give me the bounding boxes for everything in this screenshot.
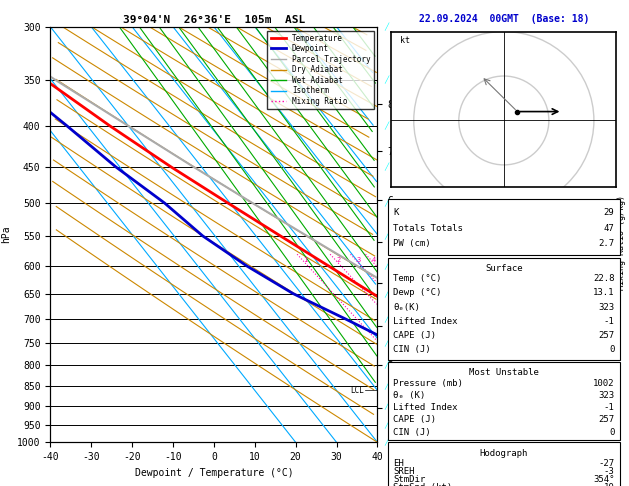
Text: EH: EH [393, 459, 404, 468]
Text: 22.09.2024  00GMT  (Base: 18): 22.09.2024 00GMT (Base: 18) [419, 14, 589, 24]
Text: ╱: ╱ [385, 382, 389, 390]
Text: ╱: ╱ [385, 76, 389, 84]
X-axis label: Dewpoint / Temperature (°C): Dewpoint / Temperature (°C) [135, 468, 293, 478]
Text: ╱: ╱ [385, 402, 389, 410]
Text: 1002: 1002 [593, 379, 615, 388]
Text: 3: 3 [357, 257, 361, 263]
Text: 2: 2 [337, 257, 340, 263]
Text: CIN (J): CIN (J) [393, 346, 431, 354]
Text: 323: 323 [598, 391, 615, 400]
Text: 257: 257 [598, 416, 615, 424]
Text: ╱: ╱ [385, 199, 389, 207]
Text: Temp (°C): Temp (°C) [393, 274, 442, 283]
Text: StmDir: StmDir [393, 475, 425, 484]
Text: CIN (J): CIN (J) [393, 428, 431, 436]
Text: Hodograph: Hodograph [480, 449, 528, 458]
Text: © weatheronline.co.uk: © weatheronline.co.uk [455, 473, 552, 482]
Text: 22.8: 22.8 [593, 274, 615, 283]
Text: 13.1: 13.1 [593, 288, 615, 297]
Y-axis label: km
ASL: km ASL [402, 235, 417, 254]
Text: SREH: SREH [393, 467, 415, 476]
Text: CAPE (J): CAPE (J) [393, 331, 436, 340]
Text: ╱: ╱ [385, 361, 389, 369]
Text: 323: 323 [598, 303, 615, 312]
Text: Dewp (°C): Dewp (°C) [393, 288, 442, 297]
Text: θₑ(K): θₑ(K) [393, 303, 420, 312]
Text: 1: 1 [303, 257, 308, 263]
Text: Pressure (mb): Pressure (mb) [393, 379, 463, 388]
Text: Totals Totals: Totals Totals [393, 224, 463, 233]
Legend: Temperature, Dewpoint, Parcel Trajectory, Dry Adiabat, Wet Adiabat, Isotherm, Mi: Temperature, Dewpoint, Parcel Trajectory… [267, 31, 374, 109]
Text: 47: 47 [604, 224, 615, 233]
Title: 39°04'N  26°36'E  105m  ASL: 39°04'N 26°36'E 105m ASL [123, 15, 305, 25]
Text: Most Unstable: Most Unstable [469, 368, 539, 378]
Text: 10: 10 [604, 483, 615, 486]
Text: ╱: ╱ [385, 438, 389, 446]
Text: -1: -1 [604, 403, 615, 412]
Text: ╱: ╱ [385, 122, 389, 130]
Text: θₑ (K): θₑ (K) [393, 391, 425, 400]
Text: -1: -1 [604, 317, 615, 326]
Text: 29: 29 [604, 208, 615, 217]
Text: ╱: ╱ [385, 339, 389, 347]
Text: 354°: 354° [593, 475, 615, 484]
Text: LCL: LCL [350, 386, 364, 395]
Text: 257: 257 [598, 331, 615, 340]
Y-axis label: hPa: hPa [1, 226, 11, 243]
Text: 0: 0 [609, 428, 615, 436]
Text: StmSpd (kt): StmSpd (kt) [393, 483, 452, 486]
Text: -27: -27 [598, 459, 615, 468]
Text: ╱: ╱ [385, 23, 389, 31]
Text: 4: 4 [372, 257, 376, 263]
Text: kt: kt [400, 35, 410, 45]
Text: ╱: ╱ [385, 232, 389, 240]
Text: ╱: ╱ [385, 290, 389, 298]
Text: 2.7: 2.7 [598, 240, 615, 248]
Text: CAPE (J): CAPE (J) [393, 416, 436, 424]
Text: Lifted Index: Lifted Index [393, 403, 458, 412]
Text: Surface: Surface [485, 264, 523, 273]
Text: Mixing Ratio (g/kg): Mixing Ratio (g/kg) [617, 195, 626, 291]
Text: ╱: ╱ [385, 315, 389, 323]
Text: ╱: ╱ [385, 420, 389, 429]
Text: PW (cm): PW (cm) [393, 240, 431, 248]
Text: K: K [393, 208, 399, 217]
Text: ╱: ╱ [385, 262, 389, 270]
Text: Lifted Index: Lifted Index [393, 317, 458, 326]
Text: ╱: ╱ [385, 163, 389, 171]
Text: 0: 0 [609, 346, 615, 354]
Text: -3: -3 [604, 467, 615, 476]
